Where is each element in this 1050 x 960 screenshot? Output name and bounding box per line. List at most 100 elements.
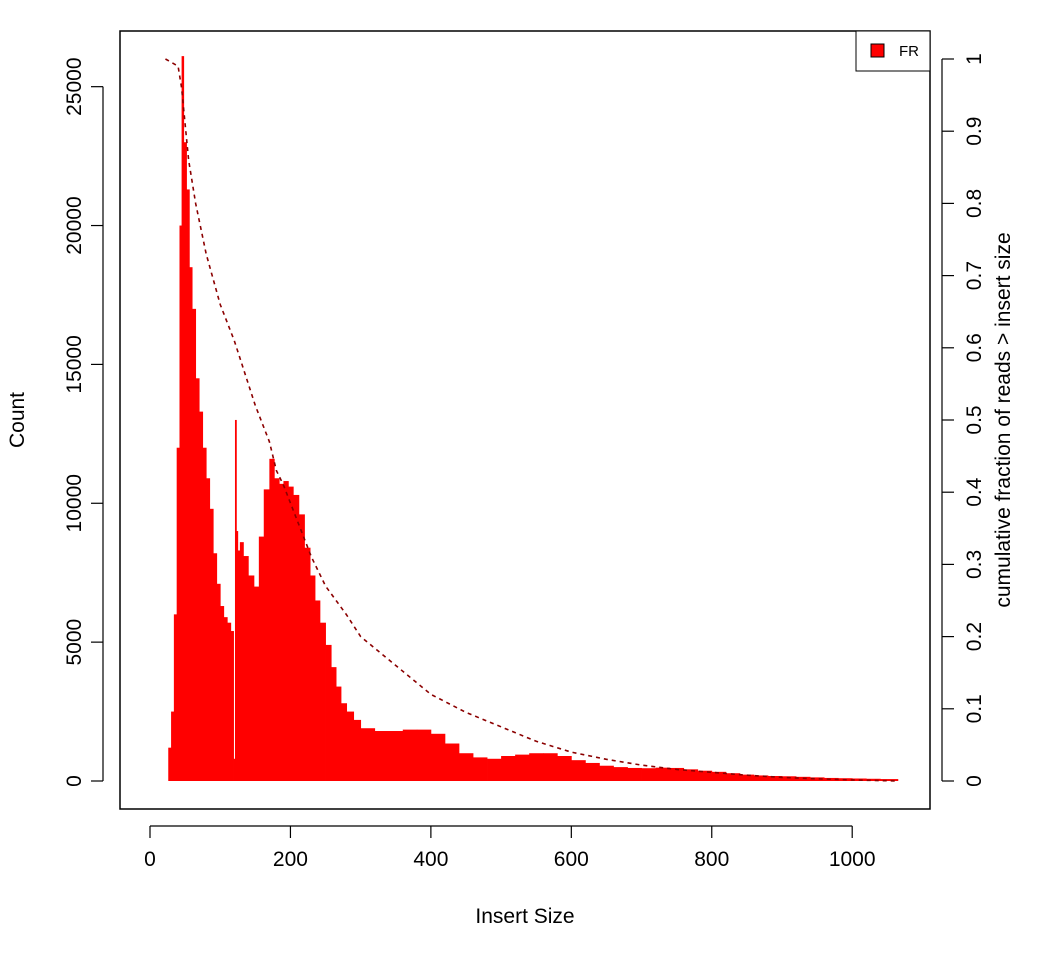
x-tick-label: 0: [144, 848, 156, 871]
histogram-bar: [473, 757, 488, 781]
histogram-bar: [186, 189, 190, 781]
histogram-bar: [725, 773, 741, 781]
histogram-bar: [866, 778, 881, 781]
histogram-bar: [239, 542, 244, 781]
histogram-bar: [683, 769, 699, 781]
histogram-bar: [353, 719, 362, 781]
plot-frame: [119, 30, 931, 810]
x-tick-label: 800: [694, 848, 729, 871]
histogram-bar: [168, 747, 172, 781]
histogram-bar: [310, 575, 316, 781]
legend-box: [855, 30, 931, 72]
histogram-bar: [223, 617, 228, 781]
histogram-bar: [599, 765, 614, 781]
histogram-bar: [360, 728, 376, 781]
histogram-bar: [585, 762, 600, 781]
histogram-bar: [346, 711, 355, 781]
right-tick-label: 0.3: [963, 550, 986, 579]
histogram-bar: [374, 731, 390, 781]
histogram-bar: [501, 756, 516, 781]
histogram-bar: [237, 550, 241, 781]
histogram-bar: [571, 760, 586, 781]
histogram-bar: [216, 583, 221, 781]
histogram-bar: [181, 56, 185, 782]
histogram-bar: [641, 768, 656, 781]
histogram-bar: [202, 447, 207, 781]
histogram-bar: [767, 776, 783, 781]
right-tick-label: 0.4: [963, 477, 986, 507]
histogram-bar: [444, 743, 460, 781]
histogram-bar: [195, 378, 200, 781]
right-tick-label: 0.9: [963, 117, 986, 146]
histogram-bar: [388, 731, 404, 781]
histogram-bar: [288, 486, 294, 781]
histogram-bar: [824, 777, 839, 781]
right-tick-label: 0.2: [963, 622, 986, 651]
histogram-bar: [331, 667, 337, 781]
x-tick-label: 600: [554, 848, 589, 871]
histogram-bar: [627, 767, 642, 781]
right-axis-label: cumulative fraction of reads > insert si…: [992, 232, 1015, 607]
y-tick-label: 15000: [63, 335, 86, 393]
y-tick-label: 10000: [63, 474, 86, 532]
histogram-bar: [179, 225, 182, 782]
histogram-bar: [227, 622, 232, 781]
histogram-bar: [336, 686, 342, 781]
histogram-bar: [669, 767, 685, 781]
histogram-bar: [341, 703, 348, 781]
axes-layer: 0 200 400 600 800 100005000100001500020000250…: [63, 53, 986, 871]
x-tick-label: 400: [413, 848, 448, 871]
histogram-bar: [279, 483, 284, 781]
histogram-bar: [213, 553, 218, 781]
histogram-bar: [613, 767, 628, 781]
histogram-bar: [220, 606, 225, 781]
histogram-bar: [739, 774, 755, 781]
histogram-bar: [529, 753, 544, 781]
histogram-bar: [697, 770, 713, 781]
y-tick-label: 25000: [63, 57, 86, 115]
right-tick-label: 0: [963, 775, 986, 787]
legend-swatch: [870, 43, 885, 58]
histogram-bar: [189, 267, 193, 781]
histogram-bar: [183, 142, 187, 782]
histogram-bar: [416, 729, 432, 781]
histogram-bar: [206, 478, 211, 781]
histogram-bar: [230, 631, 234, 781]
histogram-bar: [171, 711, 175, 781]
right-tick-label: 0.6: [963, 333, 986, 362]
histogram-bar: [298, 514, 305, 781]
histogram-bar: [243, 556, 249, 781]
histogram-bar: [319, 622, 326, 781]
histogram-bar: [515, 754, 530, 781]
histogram-bar: [781, 776, 797, 781]
y-tick-label: 5000: [63, 619, 86, 666]
plot-layer: [165, 56, 899, 782]
histogram-bar: [543, 753, 558, 781]
histogram-bar: [458, 753, 474, 781]
histogram-bar: [283, 481, 289, 781]
histogram-bar: [236, 531, 239, 781]
histogram-bar: [269, 458, 275, 781]
histogram-bar: [209, 508, 214, 781]
y-tick-label: 20000: [63, 196, 86, 254]
histogram-bar: [557, 756, 572, 781]
histogram-bar: [430, 733, 446, 781]
histogram-series: [168, 56, 899, 782]
legend-label: FR: [899, 43, 919, 60]
histogram-bar: [263, 489, 270, 781]
histogram-bar: [293, 494, 300, 781]
histogram-bar: [253, 586, 260, 781]
y-axis-label: Count: [6, 392, 29, 448]
right-tick-label: 0.5: [963, 405, 986, 434]
histogram-bar: [173, 614, 178, 781]
cumulative-line: [165, 58, 898, 782]
histogram-bar: [176, 447, 180, 781]
histogram-bar: [487, 758, 502, 781]
histogram-bar: [274, 478, 280, 781]
y-tick-label: 0: [63, 775, 86, 787]
histogram-bar: [192, 308, 197, 781]
right-tick-label: 1: [963, 53, 986, 65]
histogram-bar: [233, 758, 236, 781]
x-axis-label: Insert Size: [475, 905, 574, 928]
